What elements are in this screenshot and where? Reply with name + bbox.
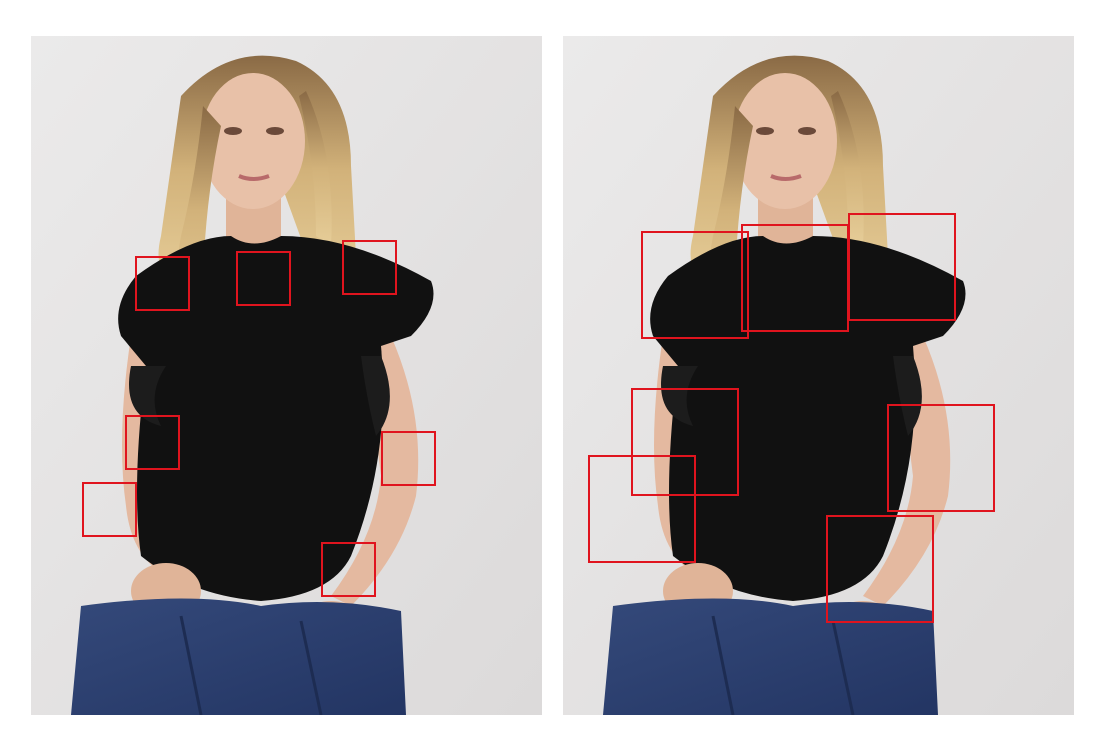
detection-box (321, 542, 376, 597)
detection-box (135, 256, 190, 311)
person-photo (31, 36, 542, 715)
detection-box (82, 482, 137, 537)
detection-box (125, 415, 180, 470)
detection-box (342, 240, 397, 295)
detection-box (588, 455, 696, 563)
left-panel (31, 36, 542, 715)
detection-box (848, 213, 956, 321)
detection-box (641, 231, 749, 339)
person-photo (563, 36, 1074, 715)
detection-box (381, 431, 436, 486)
detection-box (887, 404, 995, 512)
detection-box (741, 224, 849, 332)
detection-box (236, 251, 291, 306)
right-panel (563, 36, 1074, 715)
detection-box (826, 515, 934, 623)
